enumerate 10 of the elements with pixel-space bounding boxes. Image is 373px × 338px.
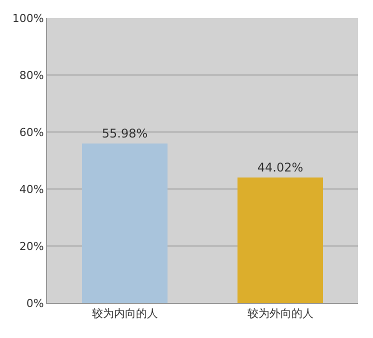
x-tick-label: 较为内向的人 bbox=[92, 307, 158, 320]
y-tick-label: 40% bbox=[19, 182, 44, 196]
y-tick-label: 20% bbox=[19, 240, 44, 253]
y-tick-label: 0% bbox=[26, 296, 44, 310]
data-label: 44.02% bbox=[257, 160, 304, 175]
data-label: 55.98% bbox=[102, 126, 148, 140]
y-tick-label: 80% bbox=[19, 68, 44, 82]
y-tick-label: 100% bbox=[12, 12, 44, 25]
y-tick-label: 60% bbox=[19, 126, 44, 139]
x-tick-label: 较为外向的人 bbox=[247, 307, 314, 320]
